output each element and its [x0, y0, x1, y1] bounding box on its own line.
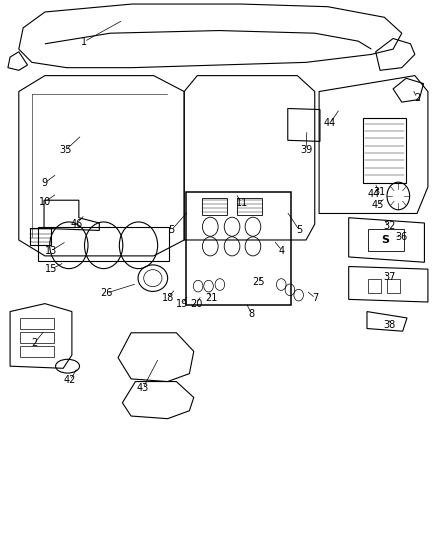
Text: 10: 10: [39, 197, 51, 207]
Text: S: S: [381, 235, 389, 245]
Text: 5: 5: [297, 225, 303, 236]
Text: 1: 1: [81, 37, 87, 47]
Text: 7: 7: [312, 293, 319, 303]
Bar: [20, 332, 53, 343]
Text: 2: 2: [414, 93, 420, 103]
Text: 38: 38: [384, 320, 396, 330]
Text: 25: 25: [252, 277, 265, 287]
Text: 32: 32: [383, 221, 396, 231]
Text: 18: 18: [162, 293, 174, 303]
Text: 44: 44: [324, 118, 336, 128]
Text: 26: 26: [101, 288, 113, 298]
Text: 39: 39: [300, 145, 312, 155]
Text: 13: 13: [45, 246, 57, 256]
Bar: [20, 318, 53, 328]
Bar: [363, 118, 406, 183]
Text: 9: 9: [42, 177, 48, 188]
Bar: [368, 279, 381, 293]
Text: 44: 44: [367, 189, 380, 199]
Text: 42: 42: [64, 375, 76, 385]
Text: 8: 8: [249, 309, 255, 319]
Text: 5: 5: [168, 225, 174, 236]
Text: 37: 37: [383, 272, 396, 282]
Text: 4: 4: [279, 246, 285, 256]
Text: 19: 19: [176, 298, 188, 309]
Text: 2: 2: [31, 338, 37, 349]
Bar: [20, 346, 53, 357]
Text: 20: 20: [190, 298, 202, 309]
Text: 15: 15: [45, 264, 58, 274]
Text: 43: 43: [137, 383, 149, 393]
Text: 31: 31: [373, 187, 385, 197]
Text: 36: 36: [396, 232, 408, 242]
Text: 35: 35: [60, 145, 72, 155]
Text: 46: 46: [70, 219, 82, 229]
Bar: [368, 229, 403, 251]
Text: 21: 21: [205, 293, 217, 303]
Text: 45: 45: [372, 200, 384, 210]
Text: 11: 11: [236, 198, 248, 208]
Bar: [387, 279, 399, 293]
